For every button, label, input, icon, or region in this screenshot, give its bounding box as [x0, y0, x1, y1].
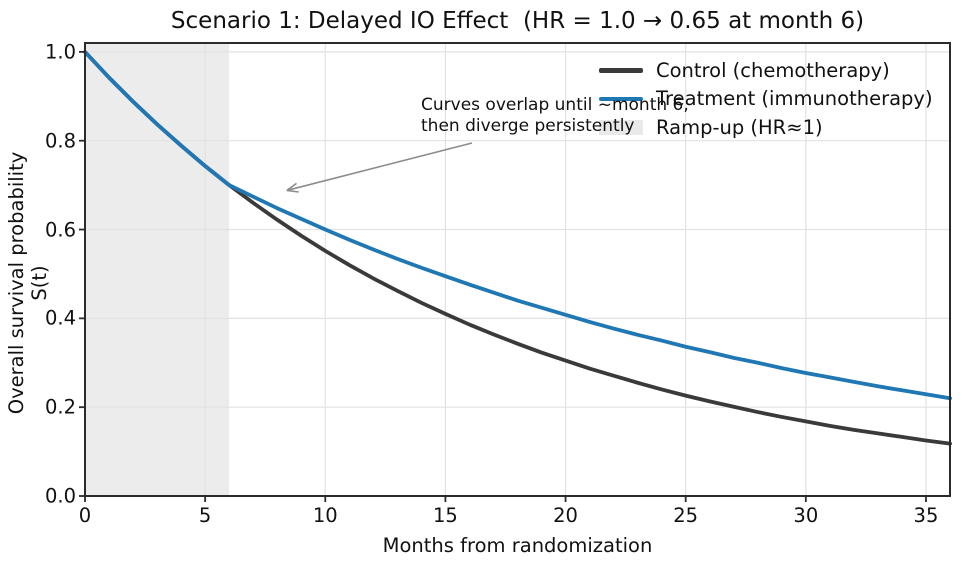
chart-title: Scenario 1: Delayed IO Effect (HR = 1.0 … [170, 8, 865, 34]
annotation-line-2: then diverge persistently [421, 116, 635, 136]
x-tick-label: 15 [432, 504, 458, 527]
legend-item-rampup: Ramp-up (HR≈1) [599, 113, 933, 142]
annotation-arrow-shaft [286, 142, 473, 192]
legend-item-control: Control (chemotherapy) [599, 56, 933, 85]
y-tick-label: 0.8 [44, 129, 76, 153]
x-axis-label: Months from randomization [382, 534, 653, 557]
legend-label: Ramp-up (HR≈1) [656, 115, 823, 139]
control-line-swatch [599, 68, 643, 73]
ramp-up-shaded-region [85, 43, 230, 496]
y-tick-label: 0.0 [44, 484, 76, 508]
x-tick-label: 25 [673, 504, 699, 527]
annotation-arrow-head [286, 189, 299, 193]
y-tick-label: 0.6 [44, 218, 76, 242]
axes-spines [84, 42, 951, 497]
treatment-line-swatch [599, 96, 643, 101]
legend-label: Treatment (immunotherapy) [656, 87, 933, 111]
x-tick-label: 20 [553, 504, 578, 527]
treatment-curve [83, 49, 952, 401]
y-tick-label: 1.0 [44, 40, 76, 64]
x-tick-label: 0 [78, 504, 92, 527]
x-tick-label: 35 [913, 504, 939, 527]
legend-label: Control (chemotherapy) [656, 58, 890, 82]
rampup-patch-swatch [599, 119, 643, 135]
x-tick-label: 30 [793, 504, 819, 527]
annotation-arrow-head [286, 182, 297, 192]
legend: Control (chemotherapy) Treatment (immuno… [599, 56, 933, 142]
annotation-line-1: Curves overlap until ~month 6, [421, 95, 689, 115]
x-tick-label: 5 [198, 504, 212, 527]
y-tick-label: 0.4 [44, 306, 76, 330]
x-tick-label: 10 [312, 504, 338, 527]
legend-item-treatment: Treatment (immunotherapy) [599, 85, 933, 114]
annotation-text: Curves overlap until ~month 6, then dive… [421, 95, 689, 137]
y-tick-label: 0.2 [44, 395, 76, 419]
y-axis-label: Overall survival probability S(t) [5, 151, 51, 415]
